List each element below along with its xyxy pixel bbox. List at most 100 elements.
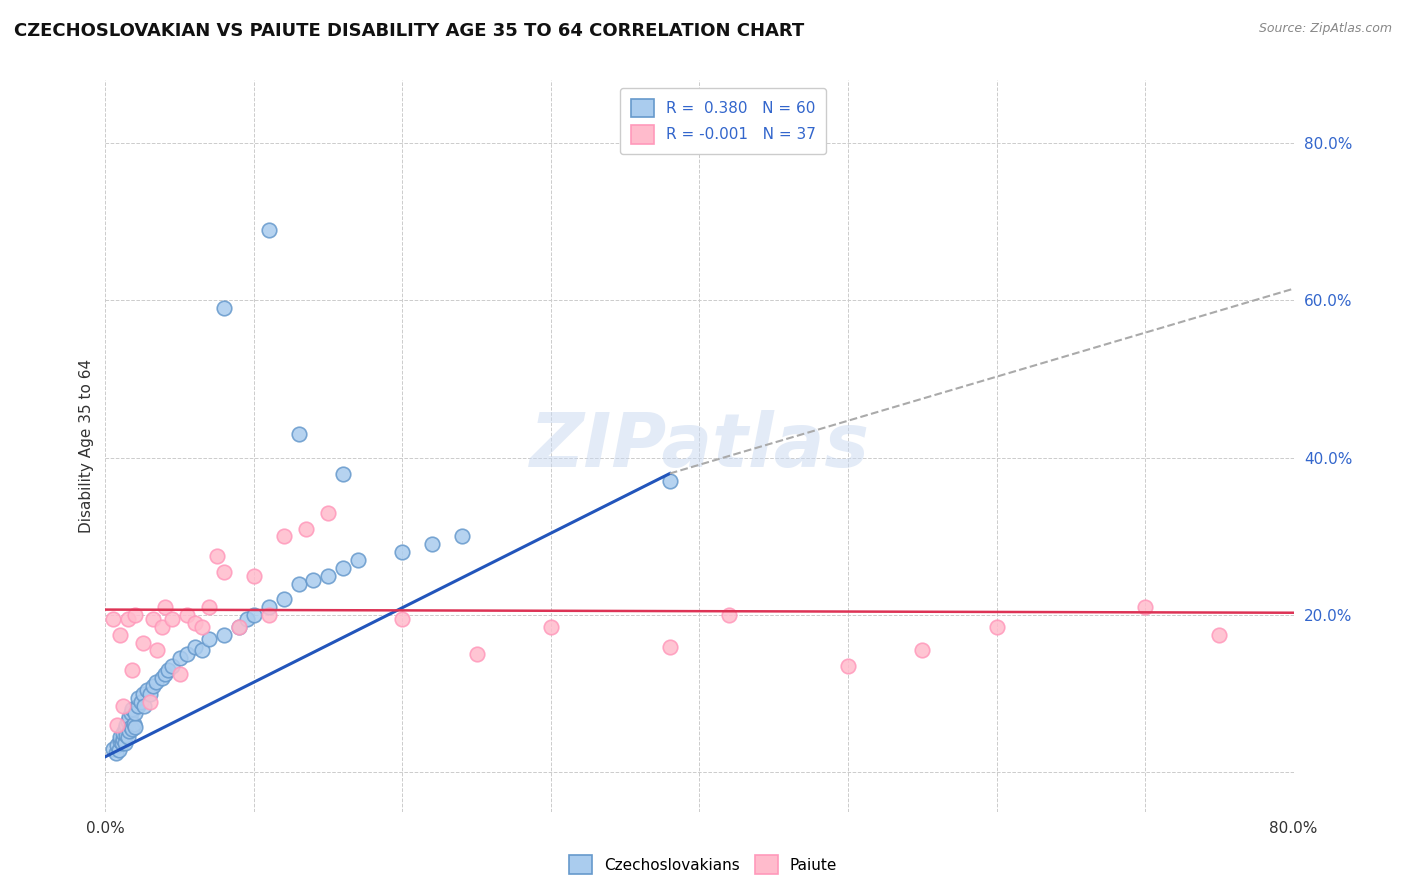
Point (104, 746, 127, 760)
Point (120, 720, 142, 734)
Point (718, 608, 741, 623)
Point (142, 612, 165, 626)
Point (911, 643, 934, 657)
Y-axis label: Disability Age 35 to 64: Disability Age 35 to 64 (79, 359, 94, 533)
Point (127, 698, 149, 713)
Point (156, 663, 179, 677)
Point (273, 529, 295, 543)
Point (121, 663, 143, 677)
Legend: R =  0.380   N = 60, R = -0.001   N = 37: R = 0.380 N = 60, R = -0.001 N = 37 (620, 88, 827, 154)
Point (176, 648, 198, 662)
Point (117, 612, 139, 626)
Point (129, 695, 152, 709)
Point (115, 718, 138, 732)
Point (287, 427, 309, 442)
Point (450, 529, 472, 543)
Point (465, 648, 488, 662)
Point (257, 223, 280, 237)
Point (198, 600, 221, 615)
Point (110, 734, 132, 748)
Point (420, 537, 443, 551)
Point (131, 687, 153, 701)
Point (132, 698, 155, 713)
Point (302, 573, 325, 587)
Point (139, 687, 162, 701)
Point (347, 553, 370, 567)
Point (114, 735, 136, 749)
Point (273, 592, 295, 607)
Point (124, 720, 146, 734)
Point (139, 695, 162, 709)
Point (257, 600, 280, 615)
Point (146, 643, 169, 657)
Point (235, 612, 257, 626)
Point (198, 632, 221, 646)
Point (162, 612, 184, 626)
Point (105, 738, 128, 752)
Point (101, 741, 124, 756)
Point (191, 643, 214, 657)
Point (169, 651, 191, 665)
Point (228, 620, 250, 634)
Point (124, 608, 146, 623)
Point (391, 612, 413, 626)
Point (183, 640, 205, 654)
Point (540, 620, 562, 634)
Point (150, 620, 173, 634)
Point (101, 612, 124, 626)
Point (118, 724, 141, 739)
Point (112, 732, 135, 747)
Point (391, 545, 413, 559)
Point (114, 722, 136, 736)
Point (183, 615, 205, 630)
Point (115, 728, 138, 742)
Point (316, 506, 339, 520)
Point (837, 659, 859, 673)
Point (120, 706, 142, 721)
Point (145, 675, 167, 690)
Point (111, 735, 134, 749)
Point (127, 690, 149, 705)
Point (332, 561, 354, 575)
Point (658, 640, 681, 654)
Point (124, 706, 146, 721)
Point (108, 743, 131, 757)
Point (176, 608, 198, 623)
Point (153, 600, 176, 615)
Point (243, 568, 266, 582)
Point (1208, 628, 1230, 642)
Text: ZIPatlas: ZIPatlas (530, 409, 869, 483)
Point (112, 726, 135, 740)
Point (162, 659, 184, 673)
Point (105, 718, 128, 732)
Point (191, 620, 214, 634)
Point (142, 679, 165, 693)
Point (658, 475, 681, 489)
Point (150, 671, 173, 685)
Point (287, 576, 309, 591)
Legend: Czechoslovakians, Paiute: Czechoslovakians, Paiute (562, 849, 844, 880)
Point (1133, 600, 1156, 615)
Point (316, 568, 339, 582)
Point (214, 628, 236, 642)
Point (332, 467, 354, 481)
Text: Source: ZipAtlas.com: Source: ZipAtlas.com (1258, 22, 1392, 36)
Point (121, 702, 143, 716)
Text: CZECHOSLOVAKIAN VS PAIUTE DISABILITY AGE 35 TO 64 CORRELATION CHART: CZECHOSLOVAKIAN VS PAIUTE DISABILITY AGE… (14, 22, 804, 40)
Point (117, 730, 139, 744)
Point (214, 301, 236, 316)
Point (122, 716, 145, 731)
Point (205, 549, 228, 563)
Point (110, 730, 132, 744)
Point (121, 722, 143, 736)
Point (118, 710, 141, 724)
Point (153, 667, 176, 681)
Point (110, 628, 132, 642)
Point (295, 522, 318, 536)
Point (214, 565, 236, 579)
Point (257, 608, 280, 623)
Point (986, 620, 1008, 634)
Point (117, 714, 139, 729)
Point (243, 608, 266, 623)
Point (136, 682, 159, 697)
